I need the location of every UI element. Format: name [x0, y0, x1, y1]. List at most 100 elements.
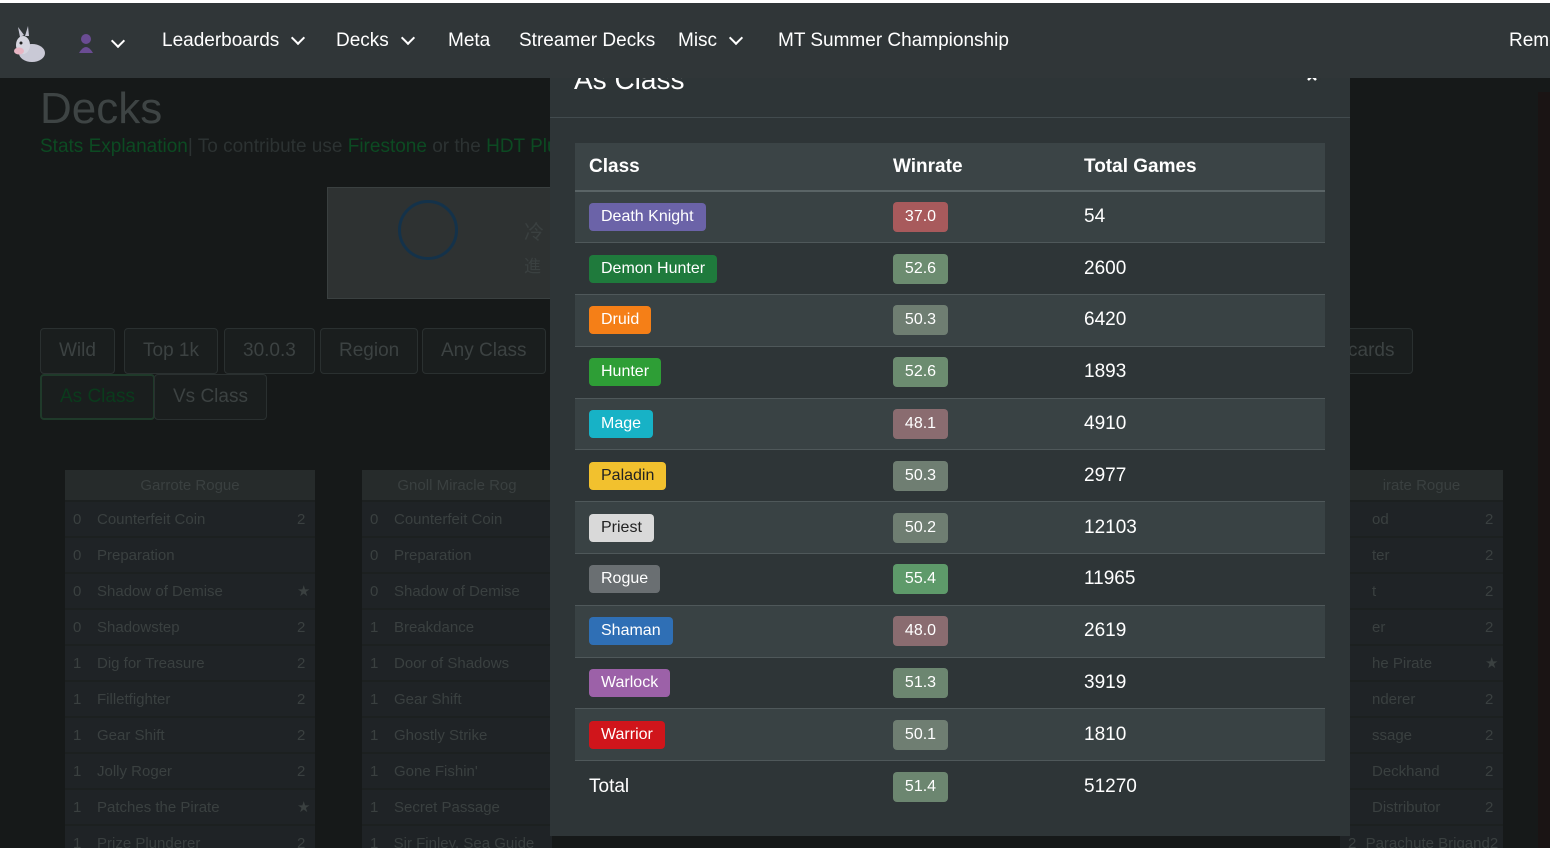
filter-region[interactable]: Region	[320, 328, 419, 374]
nav-streamer-decks[interactable]: Streamer Decks	[519, 30, 655, 52]
card-name: Jolly Roger	[97, 762, 173, 780]
deck-card-row[interactable]: er 2	[1340, 610, 1503, 644]
deck-card-row[interactable]: 0 Counterfeit Coin 2	[65, 502, 315, 536]
filter-rank[interactable]: Top 1k	[124, 328, 218, 374]
deck-card[interactable]: irate Rogue od 2 ter 2 t 2 er 2 he Pirate ★ nderer…	[1340, 470, 1503, 848]
card-cost: 0	[370, 510, 379, 528]
user-menu-chevron-down-icon[interactable]	[110, 33, 126, 49]
filter-patch[interactable]: 30.0.3	[224, 328, 315, 374]
donkey-logo-icon[interactable]	[10, 25, 50, 65]
deck-card-row[interactable]: Distributor 2	[1340, 790, 1503, 824]
winrate-cell: 52.6	[879, 346, 1070, 399]
card-count: 2	[1489, 834, 1499, 848]
card-cost: 1	[370, 654, 379, 672]
card-cost: 0	[73, 582, 82, 600]
deck-card-row[interactable]: ter 2	[1340, 538, 1503, 572]
as-class-modal: As Class Class Winrate Total Games Death…	[550, 62, 1350, 836]
table-total-row: Total 51.4 51270	[575, 760, 1325, 813]
total-games-cell: 3919	[1070, 657, 1325, 710]
hdt-plugin-link[interactable]: HDT Plug	[486, 136, 569, 157]
winrate-cell: 48.1	[879, 398, 1070, 451]
deck-card[interactable]: Garrote Rogue 0 Counterfeit Coin 2 0 Prepara…	[65, 470, 315, 848]
tab-vs-class[interactable]: Vs Class	[154, 374, 267, 420]
firestone-link[interactable]: Firestone	[347, 136, 427, 157]
advertisement[interactable]: 冷 進	[327, 187, 587, 299]
deck-card-row[interactable]: 0 Preparation	[65, 538, 315, 572]
table-row: Priest 50.2 12103	[575, 501, 1325, 555]
card-count: 2	[297, 690, 306, 708]
deck-card-row[interactable]: od 2	[1340, 502, 1503, 536]
column-header-winrate[interactable]: Winrate	[879, 143, 1070, 192]
deck-card-row[interactable]: 1 Door of Shadows	[362, 646, 552, 680]
deck-card-row[interactable]: 0 Shadow of Demise	[362, 574, 552, 608]
card-cost: 1	[73, 690, 82, 708]
nav-misc[interactable]: Misc	[678, 30, 744, 52]
stats-explanation-link[interactable]: Stats Explanation	[40, 136, 188, 157]
nav-meta[interactable]: Meta	[448, 30, 490, 52]
nav-remove-ads[interactable]: Remo	[1509, 30, 1550, 52]
table-row: Warlock 51.3 3919	[575, 657, 1325, 710]
deck-card-row[interactable]: 1 Patches the Pirate ★	[65, 790, 315, 824]
class-cell: Hunter	[575, 346, 879, 399]
filter-class[interactable]: Any Class	[422, 328, 546, 374]
winrate-badge: 51.3	[893, 668, 948, 699]
total-games-value: 51270	[1070, 760, 1325, 813]
deck-card-row[interactable]: 1 Gear Shift	[362, 682, 552, 716]
filter-format[interactable]: Wild	[40, 328, 115, 374]
page-subtitle: Stats Explanation| To contribute use Fir…	[40, 136, 568, 158]
column-header-class[interactable]: Class	[575, 143, 879, 192]
card-count: ★	[1485, 655, 1499, 672]
card-name: Sir Finley, Sea Guide	[393, 834, 535, 848]
class-cell: Warlock	[575, 657, 879, 710]
deck-card-row[interactable]: 1 Gear Shift 2	[65, 718, 315, 752]
card-name: Dig for Treasure	[97, 654, 205, 672]
deck-card-row[interactable]: 2 Parachute Brigand 2	[1340, 826, 1503, 848]
deck-card-row[interactable]: 0 Preparation	[362, 538, 552, 572]
deck-title: Garrote Rogue	[65, 470, 315, 500]
card-name: Patches the Pirate	[97, 798, 220, 816]
total-games-cell: 2977	[1070, 449, 1325, 503]
card-name: Door of Shadows	[394, 654, 510, 672]
deck-card-row[interactable]: nderer 2	[1340, 682, 1503, 716]
winrate-badge: 50.3	[893, 460, 948, 491]
table-row: Paladin 50.3 2977	[575, 449, 1325, 503]
scrollbar[interactable]	[1538, 92, 1550, 848]
nav-mt-label: MT Summer Championship	[778, 30, 1009, 51]
class-badge: Rogue	[589, 565, 661, 594]
deck-card-row[interactable]: 1 Jolly Roger 2	[65, 754, 315, 788]
deck-card-row[interactable]: he Pirate ★	[1340, 646, 1503, 680]
column-header-total-games[interactable]: Total Games	[1070, 143, 1325, 192]
deck-card-row[interactable]: 1 Filletfighter 2	[65, 682, 315, 716]
table-row: Hunter 52.6 1893	[575, 346, 1325, 399]
deck-card-row[interactable]: 1 Breakdance	[362, 610, 552, 644]
card-count: 2	[1485, 546, 1494, 564]
deck-card-row[interactable]: Deckhand 2	[1340, 754, 1503, 788]
deck-card-row[interactable]: 1 Prize Plunderer 2	[65, 826, 315, 848]
card-cost: 2	[1348, 834, 1357, 848]
nav-decks[interactable]: Decks	[336, 30, 415, 52]
table-row: Shaman 48.0 2619	[575, 605, 1325, 658]
nav-decks-label: Decks	[336, 30, 389, 51]
deck-card-row[interactable]: 0 Shadowstep 2	[65, 610, 315, 644]
user-avatar-icon[interactable]	[78, 33, 94, 53]
deck-card[interactable]: Gnoll Miracle Rog 0 Counterfeit Coin 0 Prep…	[362, 470, 552, 848]
deck-card-row[interactable]: 0 Shadow of Demise ★	[65, 574, 315, 608]
deck-card-row[interactable]: 1 Gone Fishin'	[362, 754, 552, 788]
deck-card-row[interactable]: 0 Counterfeit Coin	[362, 502, 552, 536]
deck-card-row[interactable]: 1 Ghostly Strike	[362, 718, 552, 752]
card-count: 2	[297, 618, 306, 636]
nav-leaderboards[interactable]: Leaderboards	[162, 30, 306, 52]
card-count: 2	[1485, 618, 1494, 636]
deck-card-row[interactable]: 1 Sir Finley, Sea Guide	[362, 826, 552, 848]
tab-as-class[interactable]: As Class	[40, 374, 155, 420]
winrate-cell: 48.0	[879, 605, 1070, 658]
nav-mt-summer-championship[interactable]: MT Summer Championship	[778, 30, 1009, 52]
total-games-cell: 54	[1070, 191, 1325, 244]
card-name: nderer	[1372, 690, 1416, 708]
deck-card-row[interactable]: ssage 2	[1340, 718, 1503, 752]
winrate-badge: 48.0	[893, 616, 948, 647]
deck-card-row[interactable]: 1 Secret Passage	[362, 790, 552, 824]
deck-card-row[interactable]: 1 Dig for Treasure 2	[65, 646, 315, 680]
card-count: 2	[297, 510, 306, 528]
